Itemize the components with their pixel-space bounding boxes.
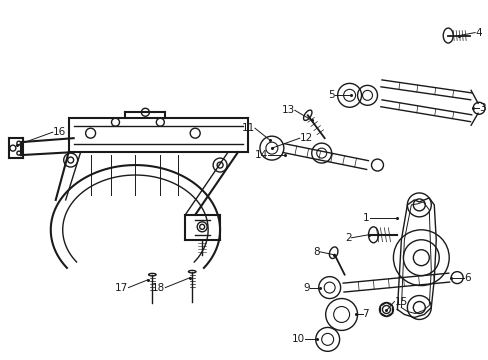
Text: 6: 6	[463, 273, 470, 283]
Text: 5: 5	[327, 90, 334, 100]
Text: 10: 10	[291, 334, 304, 345]
Text: 16: 16	[53, 127, 66, 137]
Text: 11: 11	[241, 123, 254, 133]
Text: 17: 17	[115, 283, 128, 293]
Text: 7: 7	[362, 310, 368, 319]
Text: 9: 9	[303, 283, 309, 293]
Text: 12: 12	[299, 133, 312, 143]
Text: 4: 4	[474, 28, 481, 37]
Text: 13: 13	[281, 105, 294, 115]
Text: 14: 14	[254, 150, 267, 160]
Text: 15: 15	[394, 297, 407, 306]
Text: 8: 8	[312, 247, 319, 257]
Text: 2: 2	[344, 233, 351, 243]
Text: 1: 1	[362, 213, 369, 223]
Text: 18: 18	[152, 283, 165, 293]
Text: 3: 3	[478, 103, 485, 113]
